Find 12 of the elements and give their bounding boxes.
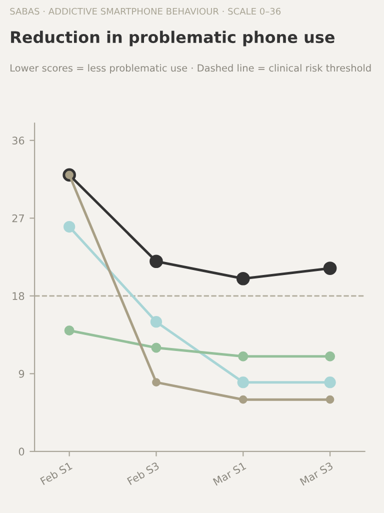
- x-tick-label: Feb S3: [126, 462, 160, 486]
- y-tick-label: 36: [12, 136, 24, 145]
- x-tick-label: Feb S1: [40, 462, 73, 486]
- y-tick-label: 0: [18, 448, 24, 456]
- text: SABAS · ADDICTIVE SMARTPHONE BEHAVIOUR · SCALE 0–36: [10, 8, 281, 15]
- chart-title: Reduction in problematic phone use: [11, 30, 334, 46]
- y-tick-label: 18: [12, 292, 24, 300]
- y-tick-label: 27: [12, 214, 24, 222]
- x-tick-label: Mar S1: [212, 462, 246, 486]
- x-tick-label: Mar S3: [300, 462, 334, 486]
- chart-subtitle: Lower scores = less problematic use · Dashed line = clinical risk threshold: [10, 64, 371, 74]
- y-tick-label: 9: [18, 370, 24, 378]
